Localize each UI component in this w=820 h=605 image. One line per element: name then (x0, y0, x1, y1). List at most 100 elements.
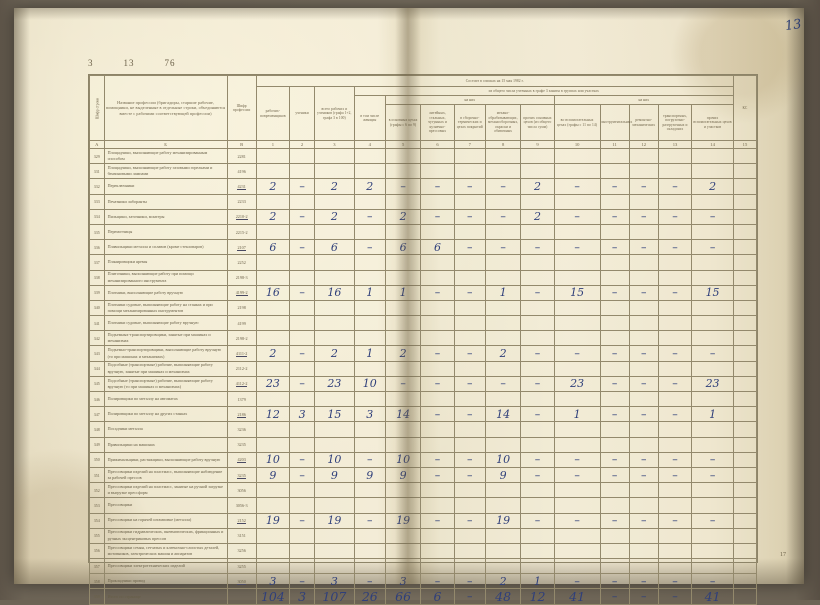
cell-c7 (453, 269, 486, 286)
header-col6: литейных, стальных, чугунных и кузнечно-… (420, 104, 455, 141)
header-col11: инструментальных (599, 104, 632, 141)
cell-c6 (420, 254, 455, 271)
profession-code: 2198 (226, 299, 257, 317)
cell-c8: – (484, 178, 522, 195)
folio-handwritten-number: 13 (784, 16, 803, 35)
cell-c3 (314, 299, 355, 317)
cell-c9: 1 (520, 573, 555, 590)
cell-c9: – (520, 466, 555, 484)
profession-name: Подъемных-транспортировщики, занятые при… (103, 330, 228, 347)
header-col4: в том числе женщин (353, 95, 386, 141)
cell-c3 (314, 254, 355, 271)
cell-c6 (420, 436, 455, 453)
cell-kc (732, 497, 758, 514)
cell-c11 (599, 421, 630, 438)
header-profession: Название профессии (бригадиры, старшие р… (103, 75, 228, 141)
cell-c11 (599, 542, 630, 560)
printed-page-numbers: 3 13 76 (88, 58, 238, 72)
cell-c9: – (520, 406, 555, 423)
cell-c11 (599, 147, 630, 165)
cell-c11 (599, 299, 630, 317)
cell-kc (732, 178, 758, 195)
cell-c4 (353, 269, 386, 286)
cell-c12 (628, 223, 659, 241)
profession-code: 2210-2 (226, 208, 257, 225)
cell-c14 (691, 558, 734, 575)
cell-c12 (628, 269, 659, 286)
cell-c12 (628, 436, 659, 453)
cell-c13 (657, 254, 693, 271)
profession-name: Прессовщики изделий на пластмасс, заняты… (103, 482, 228, 499)
column-number-14: 14 (691, 140, 734, 149)
cell-c2 (289, 542, 316, 560)
cell-c13: – (657, 406, 693, 423)
cell-c2 (289, 558, 316, 575)
cell-c2 (289, 299, 316, 317)
cell-c12 (628, 360, 659, 377)
cell-c4 (353, 330, 386, 347)
table-row: 340 Плотники судовые, выполняющие работу … (89, 299, 758, 317)
cell-c2: – (289, 375, 316, 393)
cell-c14: – (691, 345, 734, 362)
cell-c9: – (520, 451, 555, 468)
profession-code: 3050 (226, 573, 257, 590)
cell-c10 (553, 390, 601, 408)
cell-c10: 1 (553, 406, 601, 423)
profession-name: Планировщики яремы (103, 254, 228, 271)
cell-c5: 2 (384, 345, 422, 362)
cell-c1 (255, 330, 291, 347)
profession-code: 4203 (226, 451, 257, 468)
cell-c12: – (628, 451, 659, 468)
cell-c6: – (420, 375, 455, 393)
cell-c8 (484, 527, 522, 544)
cell-c12: – (628, 178, 659, 195)
table-row: 345 Подсобные (транспортные) рабочие, вып… (89, 375, 758, 393)
cell-c9 (520, 299, 555, 317)
cell-c7: – (453, 406, 486, 423)
table-row: 355 Прессовщики гидравлических, пневматич… (89, 527, 758, 544)
cell-c11: – (599, 178, 630, 195)
cell-c10 (553, 330, 601, 347)
cell-c8 (484, 360, 522, 377)
cell-c7 (453, 299, 486, 317)
cell-c1 (255, 527, 291, 544)
profession-name: Плавильщики металла и сплавов (кроме сте… (103, 239, 228, 256)
cell-c4: 3 (353, 406, 386, 423)
cell-c12 (628, 482, 659, 499)
row-number: 341 (89, 315, 105, 332)
cell-c7: – (453, 451, 486, 468)
cell-c7 (453, 163, 486, 180)
table-row: 347 Полировщики по металлу на других стан… (89, 406, 758, 423)
cell-c3: 3 (314, 573, 355, 590)
profession-name: Плотники судовые, выполняющие работу вру… (103, 315, 228, 332)
header-group-vsp: на них (553, 95, 734, 105)
cell-c10: 15 (553, 284, 601, 301)
table-row: 356 Прессовщики семян, сетчатых и клееноч… (89, 542, 758, 560)
cell-c9 (520, 558, 555, 575)
cell-c5 (384, 223, 422, 241)
cell-c10 (553, 421, 601, 438)
cell-kc (732, 208, 758, 225)
table-row: 339 Плотники, выполняющие работу вручную 4… (89, 284, 758, 301)
cell-c2 (289, 330, 316, 347)
cell-c4 (353, 254, 386, 271)
cell-c3 (314, 360, 355, 377)
cell-c10 (553, 147, 601, 165)
cell-c9: 12 (520, 588, 555, 605)
cell-c10: 23 (553, 375, 601, 393)
cell-c10 (553, 163, 601, 180)
profession-name: Плотники, выполняющие работу вручную (103, 284, 228, 301)
cell-c1: 19 (255, 512, 291, 529)
cell-c9 (520, 390, 555, 408)
cell-c8: 9 (484, 466, 522, 484)
cell-c2: – (289, 573, 316, 590)
cell-c11: – (599, 406, 630, 423)
cell-kc (732, 406, 758, 423)
cell-kc (732, 254, 758, 271)
row-number: 333 (89, 193, 105, 210)
cell-c3 (314, 421, 355, 438)
cell-c10: – (553, 239, 601, 256)
cell-c11 (599, 223, 630, 241)
row-number: 352 (89, 482, 105, 499)
cell-c1: 23 (255, 375, 291, 393)
